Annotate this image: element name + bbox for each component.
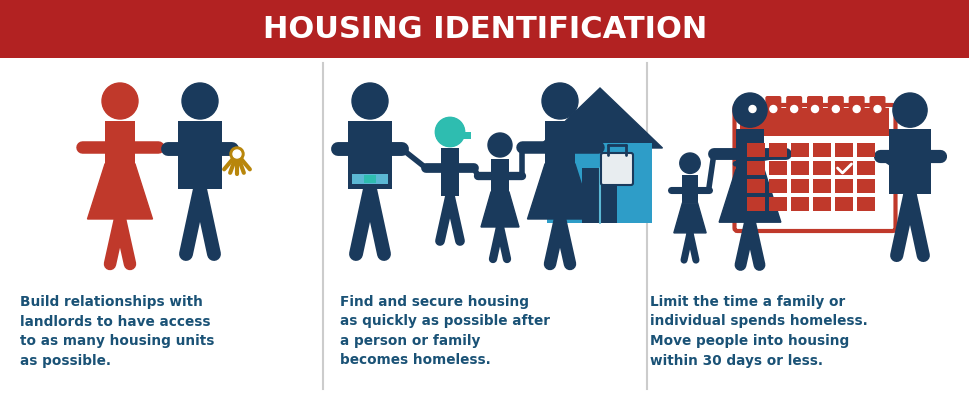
- FancyBboxPatch shape: [735, 129, 764, 170]
- Circle shape: [230, 147, 244, 161]
- FancyBboxPatch shape: [352, 174, 388, 184]
- FancyBboxPatch shape: [739, 108, 889, 136]
- FancyBboxPatch shape: [889, 129, 930, 194]
- Circle shape: [769, 106, 776, 113]
- FancyBboxPatch shape: [827, 96, 843, 122]
- FancyBboxPatch shape: [834, 179, 853, 193]
- Polygon shape: [527, 164, 592, 219]
- FancyBboxPatch shape: [857, 179, 875, 193]
- FancyBboxPatch shape: [813, 161, 830, 175]
- FancyBboxPatch shape: [791, 179, 809, 193]
- FancyBboxPatch shape: [441, 148, 458, 196]
- Circle shape: [102, 83, 138, 119]
- Circle shape: [352, 83, 388, 119]
- FancyBboxPatch shape: [490, 159, 509, 192]
- FancyBboxPatch shape: [768, 161, 787, 175]
- FancyBboxPatch shape: [348, 121, 391, 189]
- FancyBboxPatch shape: [178, 121, 222, 189]
- FancyBboxPatch shape: [768, 179, 787, 193]
- FancyBboxPatch shape: [834, 197, 853, 211]
- FancyBboxPatch shape: [747, 143, 765, 157]
- Text: Build relationships with
landlords to have access
to as many housing units
as po: Build relationships with landlords to ha…: [20, 295, 214, 368]
- Circle shape: [733, 93, 766, 127]
- Circle shape: [679, 153, 700, 173]
- FancyBboxPatch shape: [747, 179, 765, 193]
- Polygon shape: [673, 203, 705, 233]
- FancyBboxPatch shape: [734, 105, 894, 231]
- Polygon shape: [87, 164, 152, 219]
- FancyBboxPatch shape: [768, 197, 787, 211]
- FancyBboxPatch shape: [765, 96, 780, 122]
- FancyBboxPatch shape: [813, 179, 830, 193]
- Circle shape: [853, 106, 860, 113]
- FancyBboxPatch shape: [813, 143, 830, 157]
- FancyBboxPatch shape: [744, 96, 760, 122]
- FancyBboxPatch shape: [791, 161, 809, 175]
- Circle shape: [182, 83, 218, 119]
- Polygon shape: [481, 192, 518, 227]
- Circle shape: [892, 93, 926, 127]
- Polygon shape: [537, 88, 662, 148]
- Text: Limit the time a family or
individual spends homeless.
Move people into housing
: Limit the time a family or individual sp…: [649, 295, 867, 368]
- Circle shape: [435, 118, 463, 146]
- FancyBboxPatch shape: [785, 96, 801, 122]
- FancyBboxPatch shape: [768, 143, 787, 157]
- FancyBboxPatch shape: [791, 197, 809, 211]
- FancyBboxPatch shape: [791, 143, 809, 157]
- FancyBboxPatch shape: [747, 161, 765, 175]
- FancyBboxPatch shape: [601, 153, 633, 185]
- Circle shape: [435, 117, 464, 147]
- FancyBboxPatch shape: [813, 197, 830, 211]
- FancyBboxPatch shape: [545, 121, 575, 164]
- Circle shape: [831, 106, 838, 113]
- FancyBboxPatch shape: [848, 96, 863, 122]
- Text: HOUSING IDENTIFICATION: HOUSING IDENTIFICATION: [263, 15, 706, 43]
- Circle shape: [811, 106, 818, 113]
- FancyBboxPatch shape: [363, 175, 376, 183]
- Circle shape: [790, 106, 797, 113]
- Text: Find and secure housing
as quickly as possible after
a person or family
becomes : Find and secure housing as quickly as po…: [340, 295, 549, 368]
- FancyBboxPatch shape: [435, 132, 471, 139]
- FancyBboxPatch shape: [105, 121, 135, 164]
- FancyBboxPatch shape: [857, 161, 875, 175]
- FancyBboxPatch shape: [806, 96, 822, 122]
- Circle shape: [487, 133, 512, 157]
- FancyBboxPatch shape: [582, 168, 617, 223]
- FancyBboxPatch shape: [857, 197, 875, 211]
- FancyBboxPatch shape: [857, 143, 875, 157]
- FancyBboxPatch shape: [868, 96, 885, 122]
- Circle shape: [542, 83, 578, 119]
- FancyBboxPatch shape: [547, 143, 652, 223]
- FancyBboxPatch shape: [0, 0, 969, 58]
- FancyBboxPatch shape: [681, 175, 697, 203]
- Circle shape: [748, 106, 755, 113]
- Circle shape: [873, 106, 880, 113]
- FancyBboxPatch shape: [834, 143, 853, 157]
- FancyBboxPatch shape: [747, 197, 765, 211]
- FancyBboxPatch shape: [834, 161, 853, 175]
- Polygon shape: [718, 170, 780, 222]
- Circle shape: [233, 150, 240, 158]
